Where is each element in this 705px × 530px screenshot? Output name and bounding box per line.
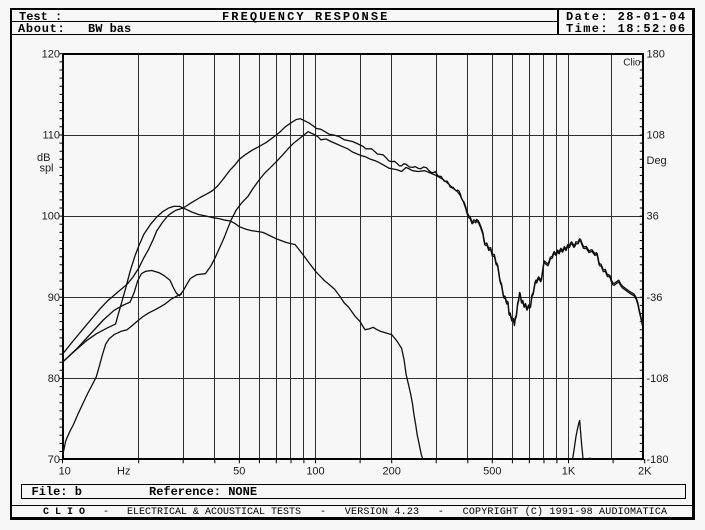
svg-text:-108: -108 (647, 373, 669, 385)
svg-text:36: 36 (647, 211, 659, 223)
svg-text:70: 70 (48, 454, 60, 466)
svg-text:500: 500 (483, 466, 501, 478)
svg-text:120: 120 (42, 48, 60, 60)
svg-text:100: 100 (306, 466, 324, 478)
svg-text:2K: 2K (638, 466, 652, 478)
svg-text:1K: 1K (562, 466, 576, 478)
svg-text:110: 110 (42, 129, 60, 141)
svg-text:-36: -36 (647, 292, 663, 304)
svg-text:dB: dB (37, 152, 50, 164)
svg-text:108: 108 (647, 129, 665, 141)
svg-text:Clio: Clio (623, 58, 641, 69)
svg-text:Hz: Hz (117, 466, 130, 478)
svg-text:180: 180 (647, 48, 665, 60)
svg-text:-180: -180 (647, 454, 669, 466)
svg-text:spl: spl (39, 163, 53, 175)
svg-text:100: 100 (42, 211, 60, 223)
svg-text:Deg: Deg (647, 155, 667, 167)
svg-text:10: 10 (59, 466, 71, 478)
svg-text:200: 200 (383, 466, 401, 478)
svg-text:90: 90 (48, 292, 60, 304)
svg-text:80: 80 (48, 373, 60, 385)
svg-text:50: 50 (233, 466, 245, 478)
